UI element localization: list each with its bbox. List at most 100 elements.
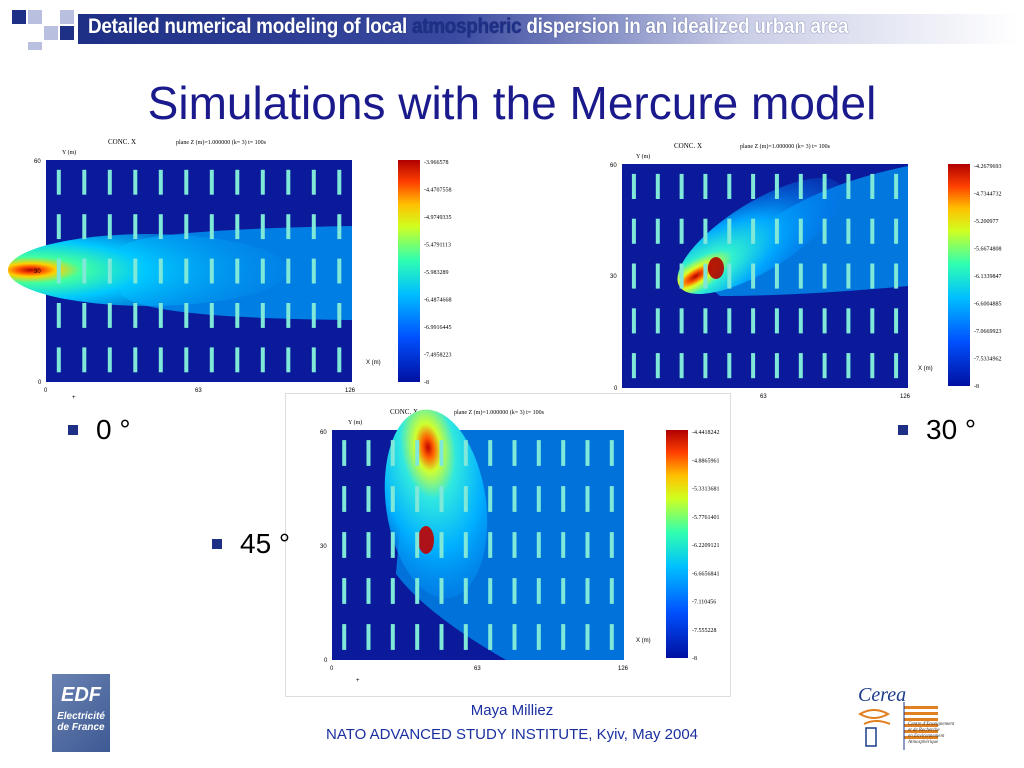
header-band <box>78 14 1018 44</box>
colorbar-label: -8 <box>974 384 979 390</box>
colorbar-labels: -3.966578 -4.4707558 -4.9749335 -5.4791113 -… <box>424 160 452 386</box>
building-block <box>798 218 803 244</box>
colorbar-label: -5.4791113 <box>424 243 451 249</box>
building-block <box>846 218 851 244</box>
building-block <box>342 486 347 512</box>
building-block <box>512 532 517 558</box>
building-block <box>727 173 732 199</box>
building-block <box>82 169 87 195</box>
building-block <box>415 624 420 650</box>
building-block <box>561 624 566 650</box>
building-block <box>870 308 875 334</box>
building-block <box>631 173 636 199</box>
building-block <box>390 578 395 604</box>
building-block <box>337 303 342 328</box>
building-block <box>655 353 660 379</box>
building-block <box>415 578 420 604</box>
building-block <box>260 169 265 195</box>
building-block <box>609 486 614 512</box>
building-block <box>337 347 342 373</box>
bullet-marker <box>212 539 222 549</box>
building-block <box>415 486 420 512</box>
building-block <box>260 214 265 240</box>
building-block <box>311 169 316 195</box>
building-block <box>561 578 566 604</box>
building-block <box>703 218 708 244</box>
building-block <box>390 440 395 466</box>
building-block <box>751 353 756 379</box>
bullet-text: 0 ° <box>96 414 131 445</box>
building-block <box>56 169 61 195</box>
building-block <box>260 258 265 284</box>
building-block <box>439 532 444 558</box>
plane-label: plane Z (m)=1.000000 (k= 3) t= 100s <box>740 143 831 150</box>
colorbar <box>666 430 688 658</box>
header-title-part3: dispersion in an idealized urban area <box>521 15 849 38</box>
plane-label: plane Z (m)=1.000000 (k= 3) t= 100s <box>454 409 545 416</box>
building-block <box>609 578 614 604</box>
colorbar-label: -8 <box>692 656 697 662</box>
building-block <box>561 486 566 512</box>
colorbar-label: -6.1339847 <box>974 274 1002 280</box>
building-block <box>609 624 614 650</box>
building-block <box>286 258 291 284</box>
building-block <box>751 218 756 244</box>
building-block <box>585 624 590 650</box>
building-block <box>846 173 851 199</box>
corner-decoration <box>12 10 82 50</box>
building-block <box>209 169 214 195</box>
building-block <box>536 624 541 650</box>
building-block <box>512 624 517 650</box>
plot-30-degrees: CONC. X plane Z (m)=1.000000 (k= 3) t= 1… <box>600 136 1010 400</box>
colorbar-label: -5.6674808 <box>974 247 1002 253</box>
building-block <box>82 214 87 240</box>
building-block <box>631 353 636 379</box>
building-block <box>631 218 636 244</box>
building-grid <box>342 440 614 650</box>
building-block <box>774 218 779 244</box>
building-block <box>536 440 541 466</box>
colorbar <box>948 164 970 386</box>
building-block <box>439 578 444 604</box>
building-block <box>488 578 493 604</box>
building-block <box>342 578 347 604</box>
building-block <box>846 308 851 334</box>
colorbar-label: -7.555228 <box>692 628 717 634</box>
building-block <box>82 258 87 284</box>
colorbar <box>398 160 420 382</box>
building-block <box>536 578 541 604</box>
building-block <box>158 347 163 373</box>
y-tick-0: 0 <box>614 386 618 392</box>
plot-0-degrees: CONC. X plane Z (m)=1.000000 (k= 3) t= 1… <box>0 130 470 400</box>
building-block <box>366 624 371 650</box>
bullet-marker <box>68 425 78 435</box>
cerea-logo-text: Cerea <box>858 684 907 706</box>
plot-45-svg: CONC. X plane Z (m)=1.000000 (k= 3) t= 1… <box>320 408 720 684</box>
building-block <box>488 532 493 558</box>
building-block <box>366 578 371 604</box>
building-block <box>82 347 87 373</box>
building-block <box>342 532 347 558</box>
plot-45-degrees: CONC. X plane Z (m)=1.000000 (k= 3) t= 1… <box>286 394 730 696</box>
plume-core <box>384 409 488 599</box>
building-block <box>894 353 899 379</box>
building-block <box>439 440 444 466</box>
building-block <box>751 263 756 289</box>
building-block <box>133 214 138 240</box>
plume-core <box>8 234 288 306</box>
building-block <box>311 303 316 328</box>
footer-author: Maya Milliez <box>470 702 554 719</box>
building-block <box>679 173 684 199</box>
building-block <box>488 440 493 466</box>
footer-event: NATO ADVANCED STUDY INSTITUTE, Kyiv, May… <box>325 726 699 743</box>
building-block <box>260 303 265 328</box>
building-block <box>311 214 316 240</box>
building-block <box>536 486 541 512</box>
building-block <box>463 532 468 558</box>
building-block <box>512 578 517 604</box>
building-block <box>463 486 468 512</box>
source <box>418 526 434 554</box>
x-axis-label: X (m) <box>636 638 651 644</box>
building-block <box>235 258 240 284</box>
building-block <box>415 532 420 558</box>
